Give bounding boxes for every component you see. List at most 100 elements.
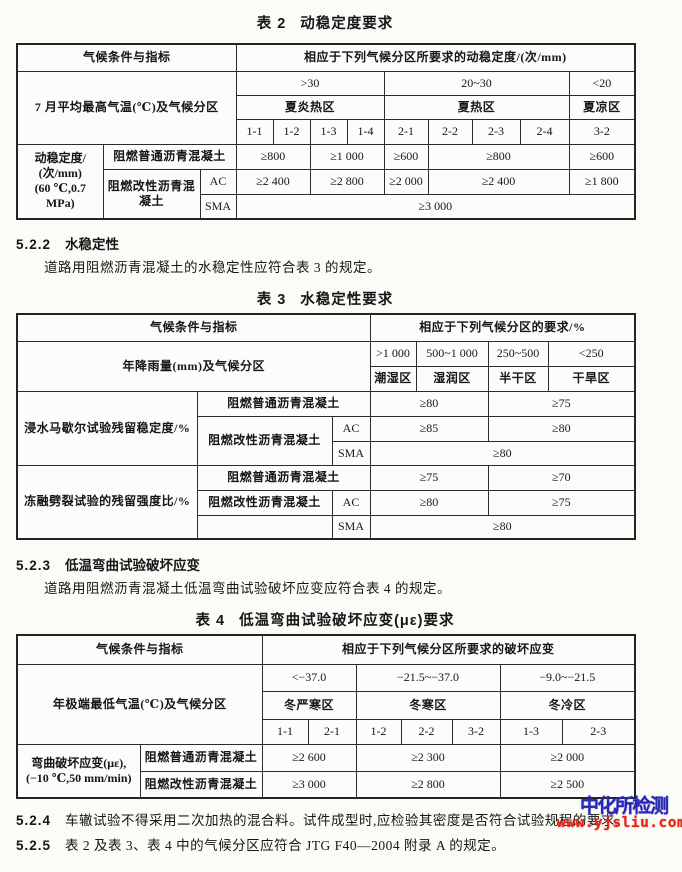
t4-temp-range-cell: −21.5~−37.0 — [355, 663, 501, 692]
t4-material-ordinary-cell: 阻燃普通沥青混凝土 — [139, 743, 263, 772]
section-5-2-3-body: 道路用阻燃沥青混凝土低温弯曲试验破坏应变应符合表 4 的规定。 — [44, 581, 451, 596]
t3-material-ordinary-cell: 阻燃普通沥青混凝土 — [196, 464, 371, 491]
t4-material-modified-cell: 阻燃改性沥青混凝土 — [139, 770, 263, 799]
t2-code-cell: 2-2 — [427, 118, 473, 145]
t4-metric-cell: 弯曲破坏应变(με), (−10 ℃,50 mm/min) — [16, 743, 141, 799]
t2-value-cell: ≥800 — [427, 143, 570, 170]
t2-value-cell: ≥600 — [383, 143, 429, 170]
t2-code-cell: 2-3 — [471, 118, 521, 145]
t2-value-cell: ≥600 — [568, 143, 636, 170]
t4-code-cell: 2-1 — [307, 718, 357, 745]
table3-title-number: 表 3 — [256, 292, 287, 308]
t2-code-cell: 1-4 — [346, 118, 385, 145]
t4-value-cell: ≥2 800 — [355, 770, 501, 799]
t2-material-modified-cell: 阻燃改性沥青混凝土 — [102, 168, 201, 220]
clause-body: 车辙试验不得采用二次加热的混合料。试件成型时,应检验其密度是否符合试验规程的要求… — [65, 813, 629, 828]
t3-value-cell: ≥70 — [487, 464, 636, 491]
t4-code-cell: 1-3 — [499, 718, 563, 745]
t3-subtype-ac-cell: AC — [331, 489, 371, 516]
clause-number: 5.2.4 — [16, 813, 52, 828]
t4-code-cell: 1-1 — [261, 718, 309, 745]
t2-climate-label-cell: 7 月平均最高气温(℃)及气候分区 — [16, 70, 237, 145]
t3-rain-range-cell: <250 — [547, 340, 636, 367]
t4-code-cell: 2-2 — [400, 718, 453, 745]
t3-rain-range-cell: 500~1 000 — [415, 340, 489, 367]
table-4-low-temp-bending: 气候条件与指标 相应于下列气候分区所要求的破坏应变 年极端最低气温(℃)及气候分… — [16, 634, 637, 799]
section-5-2-4: 5.2.4 车辙试验不得采用二次加热的混合料。试件成型时,应检验其密度是否符合试验… — [16, 809, 682, 829]
clause-body: 表 2 及表 3、表 4 中的气候分区应符合 JTG F40—2004 附录 A… — [65, 838, 506, 853]
t4-value-cell: ≥2 000 — [499, 743, 636, 772]
section-5-2-2-heading: 5.2.2 水稳定性 — [16, 233, 119, 253]
table2-title-text: 动稳定度要求 — [300, 16, 394, 32]
t2-value-cell: ≥1 800 — [568, 168, 636, 195]
t3-material-modified-cell: 阻燃改性沥青混凝土 — [196, 415, 333, 466]
t4-code-cell: 2-3 — [561, 718, 636, 745]
table4-title-text: 低温弯曲试验破坏应变(με)要求 — [239, 613, 455, 629]
clause-number: 5.2.3 — [16, 558, 52, 573]
table-2-dynamic-stability: 气候条件与指标 相应于下列气候分区所要求的动稳定度/(次/mm) 7 月平均最高… — [16, 43, 637, 220]
table3-title-text: 水稳定性要求 — [300, 292, 394, 308]
t2-value-cell: ≥1 000 — [309, 143, 385, 170]
section-5-2-3-heading: 5.2.3 低温弯曲试验破坏应变 — [16, 554, 200, 574]
clause-title: 低温弯曲试验破坏应变 — [65, 558, 201, 573]
t2-value-cell: ≥3 000 — [235, 193, 636, 220]
t3-group1-label-cell: 浸水马歇尔试验残留稳定度/% — [16, 390, 198, 466]
t2-subtype-sma-cell: SMA — [199, 193, 237, 220]
t4-climate-label-cell: 年极端最低气温(℃)及气候分区 — [16, 663, 263, 745]
t2-header-cell: 相应于下列气候分区所要求的动稳定度/(次/mm) — [235, 43, 636, 72]
t2-value-cell: ≥2 400 — [427, 168, 570, 195]
t4-zone-cell: 冬冷区 — [499, 690, 636, 720]
t3-corner-cell: 气候条件与指标 — [16, 313, 371, 342]
t2-code-cell: 3-2 — [568, 118, 636, 145]
t4-value-cell: ≥2 600 — [261, 743, 357, 772]
t4-metric-line1: 弯曲破坏应变(με), — [31, 755, 127, 770]
table2-title-number: 表 2 — [256, 16, 287, 32]
table4-title-number: 表 4 — [195, 613, 226, 629]
t3-value-cell: ≥80 — [369, 390, 489, 417]
t4-value-cell: ≥2 300 — [355, 743, 501, 772]
t2-value-cell: ≥2 000 — [383, 168, 429, 195]
t2-metric-cell: 动稳定度/ (次/mm) (60 ℃,0.7 MPa) — [16, 143, 104, 220]
t2-zone-cell: 夏热区 — [383, 94, 570, 120]
t3-climate-label-cell: 年降雨量(mm)及气候分区 — [16, 340, 371, 392]
section-5-2-5: 5.2.5 表 2 及表 3、表 4 中的气候分区应符合 JTG F40—2004… — [16, 834, 682, 854]
t4-header-cell: 相应于下列气候分区所要求的破坏应变 — [261, 634, 636, 665]
table-3-water-stability: 气候条件与指标 相应于下列气候分区的要求/% 年降雨量(mm)及气候分区 >1 … — [16, 313, 637, 540]
clause-number: 5.2.2 — [16, 237, 52, 252]
clause-number: 5.2.5 — [16, 838, 52, 853]
t2-code-cell: 1-3 — [309, 118, 348, 145]
t2-metric-line1: 动稳定度/ — [34, 151, 86, 166]
t2-material-ordinary-cell: 阻燃普通沥青混凝土 — [102, 143, 237, 170]
clause-title: 水稳定性 — [65, 237, 120, 252]
t3-value-cell: ≥80 — [369, 514, 636, 540]
t4-value-cell: ≥3 000 — [261, 770, 357, 799]
t4-temp-range-cell: −9.0~−21.5 — [499, 663, 636, 692]
t2-temp-range-cell: 20~30 — [383, 70, 570, 96]
t3-group2-label-cell: 冻融劈裂试验的残留强度比/% — [16, 464, 198, 540]
t2-code-cell: 1-1 — [235, 118, 274, 145]
t4-temp-range-cell: <−37.0 — [261, 663, 357, 692]
t4-zone-cell: 冬严寒区 — [261, 690, 357, 720]
t3-value-cell: ≥80 — [369, 489, 489, 516]
t3-value-cell: ≥80 — [369, 440, 636, 466]
t2-code-cell: 1-2 — [272, 118, 311, 145]
t3-value-cell: ≥75 — [487, 489, 636, 516]
t2-value-cell: ≥800 — [235, 143, 311, 170]
t3-material-ordinary-cell: 阻燃普通沥青混凝土 — [196, 390, 371, 417]
t3-zone-cell: 半干区 — [487, 365, 549, 392]
t4-corner-cell: 气候条件与指标 — [16, 634, 263, 665]
t3-value-cell: ≥75 — [369, 464, 489, 491]
t4-zone-cell: 冬寒区 — [355, 690, 501, 720]
t2-code-cell: 2-1 — [383, 118, 429, 145]
t4-code-cell: 3-2 — [451, 718, 501, 745]
table2-title: 表 2 动稳定度要求 — [16, 12, 634, 33]
t2-value-cell: ≥2 800 — [309, 168, 385, 195]
t3-value-cell: ≥75 — [487, 390, 636, 417]
t3-zone-cell: 潮湿区 — [369, 365, 417, 392]
t3-rain-range-cell: >1 000 — [369, 340, 417, 367]
t2-zone-cell: 夏凉区 — [568, 94, 636, 120]
t3-rain-range-cell: 250~500 — [487, 340, 549, 367]
t3-subtype-sma-cell: SMA — [331, 514, 371, 540]
section-5-2-2-body: 道路用阻燃沥青混凝土的水稳定性应符合表 3 的规定。 — [44, 260, 381, 275]
t2-metric-line2: (次/mm) — [38, 166, 82, 181]
